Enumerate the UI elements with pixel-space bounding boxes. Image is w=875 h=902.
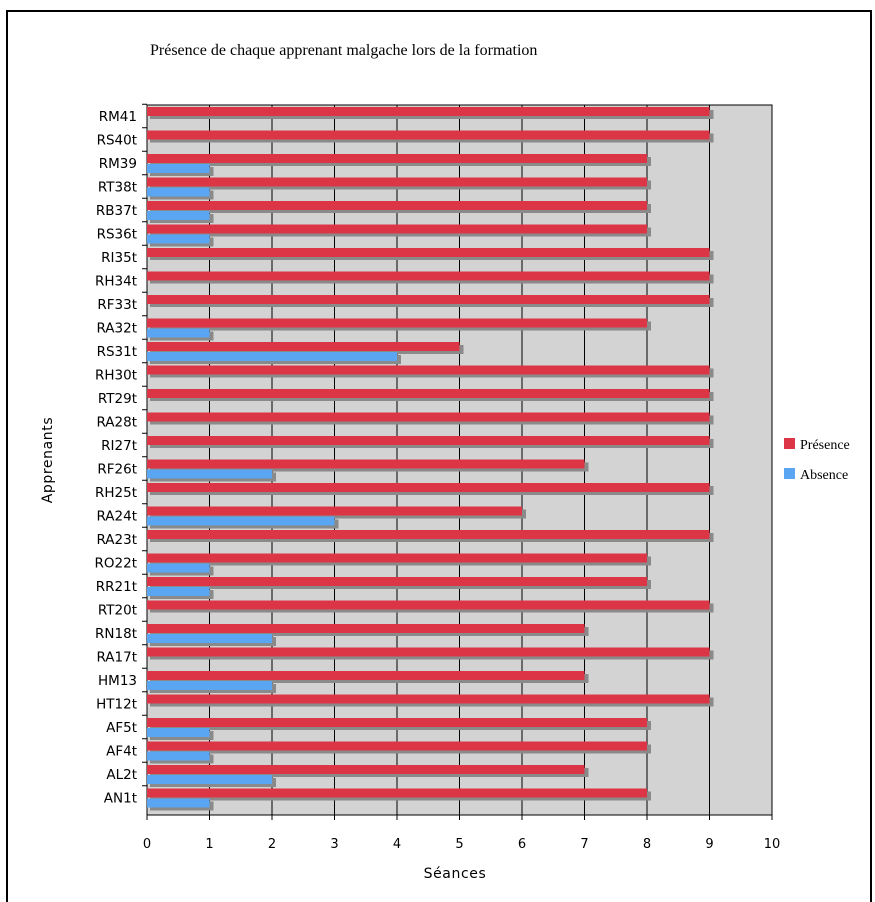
y-category-label: RT20t xyxy=(98,603,137,619)
bar-presence xyxy=(147,271,710,281)
bar-absence xyxy=(147,164,210,173)
bar-presence xyxy=(147,553,647,563)
y-category-label: AF4t xyxy=(106,744,137,760)
y-category-label: AN1t xyxy=(104,791,137,807)
y-category-label: HT12t xyxy=(96,697,137,713)
x-tick-label: 8 xyxy=(643,837,651,852)
bar-absence xyxy=(147,728,210,737)
y-category-label: RB37t xyxy=(96,203,137,219)
x-axis-ticks: 0 1 2 3 4 5 6 7 8 9 10 xyxy=(143,815,780,852)
bar-presence xyxy=(147,248,710,257)
bar-absence xyxy=(147,211,210,220)
y-category-label: RA23t xyxy=(96,532,137,548)
y-category-label: RA28t xyxy=(96,415,137,431)
bar-presence xyxy=(147,459,585,469)
bar-absence xyxy=(147,775,272,784)
y-axis-categories: RM41 RS40t RM39 RT38t RB37t RS36t RI35t RH34t RF… xyxy=(95,103,147,807)
bar-presence xyxy=(147,412,710,422)
y-category-label: RM39 xyxy=(99,156,137,172)
y-category-label: RF26t xyxy=(97,462,137,478)
bar-presence xyxy=(147,365,710,375)
y-category-label: RR21t xyxy=(96,579,137,595)
legend-swatch xyxy=(784,438,795,449)
bar-presence xyxy=(147,647,710,657)
y-category-label: RM41 xyxy=(99,109,137,125)
y-category-label: RT29t xyxy=(98,391,137,407)
bar-presence xyxy=(147,506,522,516)
bar-presence xyxy=(147,530,710,539)
y-category-label: RN18t xyxy=(95,626,137,642)
bar-absence xyxy=(147,798,210,808)
bar-absence xyxy=(147,563,210,573)
bar-presence xyxy=(147,436,710,445)
bar-presence xyxy=(147,694,710,704)
bar-absence xyxy=(147,751,210,761)
y-category-label: AL2t xyxy=(106,767,137,783)
y-category-label: RF33t xyxy=(97,297,137,313)
y-category-label: RH34t xyxy=(95,274,137,290)
y-category-label: RI27t xyxy=(101,438,137,454)
bar-presence xyxy=(147,201,647,210)
legend-label: Absence xyxy=(800,468,848,483)
y-category-label: RS40t xyxy=(97,133,137,149)
chart-title: Présence de chaque apprenant malgache lo… xyxy=(150,42,537,59)
x-tick-label: 1 xyxy=(205,837,213,852)
y-category-label: RA24t xyxy=(96,509,137,525)
x-tick-label: 2 xyxy=(268,837,276,852)
x-tick-label: 5 xyxy=(455,837,463,852)
bar-presence xyxy=(147,671,585,680)
bar-presence xyxy=(147,718,647,727)
bar-presence xyxy=(147,624,585,633)
bars xyxy=(147,107,714,811)
x-tick-label: 6 xyxy=(518,837,526,852)
y-category-label: RO22t xyxy=(95,556,137,572)
bar-presence xyxy=(147,342,460,351)
y-category-label: RA32t xyxy=(96,321,137,337)
bar-absence xyxy=(147,187,210,197)
bar-absence xyxy=(147,234,210,244)
x-tick-label: 7 xyxy=(580,837,588,852)
bar-presence xyxy=(147,389,710,398)
bar-presence xyxy=(147,295,710,304)
y-category-label: RH30t xyxy=(95,368,137,384)
bar-presence xyxy=(147,318,647,328)
legend: Présence Absence xyxy=(784,438,850,483)
y-category-label: RT38t xyxy=(98,180,137,196)
bar-presence xyxy=(147,765,585,774)
bar-absence xyxy=(147,516,335,526)
bar-absence xyxy=(147,352,397,361)
y-category-label: RI35t xyxy=(101,250,137,266)
y-axis-title: Apprenants xyxy=(40,417,56,504)
x-tick-label: 10 xyxy=(764,837,781,852)
legend-swatch xyxy=(784,468,795,479)
bar-presence xyxy=(147,741,647,751)
bar-presence xyxy=(147,483,710,492)
x-tick-label: 4 xyxy=(393,837,401,852)
bar-presence xyxy=(147,130,710,140)
bar-absence xyxy=(147,587,210,596)
bar-presence xyxy=(147,577,647,586)
y-category-label: RH25t xyxy=(95,485,137,501)
y-category-label: AF5t xyxy=(106,720,137,736)
bar-absence xyxy=(147,469,272,479)
y-category-label: RS31t xyxy=(97,344,137,360)
bar-presence xyxy=(147,788,647,798)
x-tick-label: 9 xyxy=(705,837,713,852)
bar-presence xyxy=(147,154,647,163)
y-category-label: RA17t xyxy=(96,650,137,666)
bar-absence xyxy=(147,681,272,690)
bar-presence xyxy=(147,177,647,187)
x-tick-label: 3 xyxy=(330,837,338,852)
bar-presence xyxy=(147,107,710,116)
y-category-label: HM13 xyxy=(98,673,137,689)
bar-absence xyxy=(147,634,272,643)
x-axis-title: Séances xyxy=(424,866,487,882)
y-category-label: RS36t xyxy=(97,227,137,243)
legend-label: Présence xyxy=(800,438,850,453)
bar-absence xyxy=(147,328,210,338)
bar-presence xyxy=(147,224,647,234)
x-tick-label: 0 xyxy=(143,837,151,852)
bar-presence xyxy=(147,600,710,610)
